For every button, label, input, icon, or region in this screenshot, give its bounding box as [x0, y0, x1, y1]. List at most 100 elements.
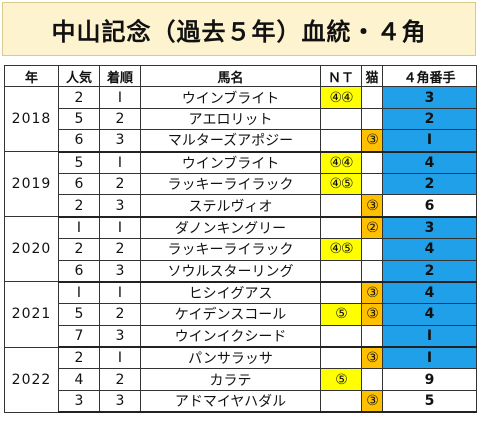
neko-cell: ②	[361, 216, 383, 240]
year-cell: 2021	[4, 281, 59, 348]
corner-position-cell: 4	[382, 303, 477, 326]
table-row: 4 2 カラテ ⑤ 9	[5, 368, 477, 391]
neko-cell: ③	[361, 129, 383, 153]
finish-cell: Ⅰ	[99, 346, 141, 370]
finish-cell: 3	[99, 389, 141, 414]
page-title: 中山記念（過去５年）血統・４角	[2, 2, 476, 56]
horse-name-cell: ラッキーライラック	[140, 172, 321, 196]
corner-position-cell: 9	[382, 368, 477, 391]
horse-name-cell: ケイデンスコール	[140, 303, 321, 326]
neko-cell	[361, 86, 383, 109]
corner-position-cell: 3	[382, 86, 477, 109]
header-popularity: 人気	[58, 64, 100, 88]
corner-position-cell: Ⅰ	[382, 346, 477, 370]
horse-name-cell: ヒシイグアス	[140, 281, 321, 305]
nt-cell	[320, 346, 362, 370]
header-neko: 猫	[361, 64, 383, 88]
corner-position-cell: 2	[382, 107, 477, 131]
header-finish: 着順	[99, 64, 141, 88]
neko-cell	[361, 324, 383, 349]
finish-cell: 2	[99, 303, 141, 326]
horse-name-cell: ステルヴィオ	[140, 194, 321, 218]
horse-name-cell: パンサラッサ	[140, 346, 321, 370]
neko-cell: ③	[361, 303, 383, 326]
header-corner: ４角番手	[382, 64, 477, 88]
horse-name-cell: ソウルスターリング	[140, 259, 321, 283]
table-row: 3 3 アドマイヤハダル ③ 5	[5, 389, 477, 414]
popularity-cell: 4	[58, 368, 100, 391]
table-row: 6 2 ラッキーライラック ④⑤ 2	[5, 172, 477, 196]
corner-position-cell: Ⅰ	[382, 129, 477, 153]
nt-cell: ④⑤	[320, 172, 362, 196]
popularity-cell: 3	[58, 389, 100, 414]
nt-cell	[320, 389, 362, 414]
popularity-cell: 2	[58, 238, 100, 261]
header-nt: ＮＴ	[320, 64, 362, 88]
table-row: 5 2 アエロリット 2	[5, 107, 477, 131]
finish-cell: 3	[99, 259, 141, 283]
horse-name-cell: ウインイクシード	[140, 324, 321, 349]
finish-cell: Ⅰ	[99, 281, 141, 305]
results-table: 年 人気 着順 馬名 ＮＴ 猫 ４角番手 2018 2 Ⅰ ウインブライト ④④ 3 5 2 ア…	[4, 64, 477, 414]
corner-position-cell: 4	[382, 238, 477, 261]
table-body: 2018 2 Ⅰ ウインブライト ④④ 3 5 2 アエロリット 2 6 3 マルターズアポジー ③ Ⅰ 20…	[4, 86, 477, 414]
nt-cell	[320, 259, 362, 283]
nt-cell	[320, 324, 362, 349]
neko-cell	[361, 368, 383, 391]
table-row: 2018 2 Ⅰ ウインブライト ④④ 3	[4, 86, 477, 153]
nt-cell: ④④	[320, 151, 362, 174]
corner-position-cell: Ⅰ	[382, 324, 477, 349]
header-horse: 馬名	[140, 64, 321, 88]
popularity-cell: 5	[58, 151, 100, 174]
nt-cell	[320, 194, 362, 218]
popularity-cell: Ⅰ	[58, 216, 100, 240]
popularity-cell: 7	[58, 324, 100, 349]
corner-position-cell: 2	[382, 259, 477, 283]
popularity-cell: Ⅰ	[58, 281, 100, 305]
popularity-cell: 2	[58, 346, 100, 370]
table-row: 7 3 ウインイクシード Ⅰ	[5, 324, 477, 349]
corner-position-cell: 4	[382, 281, 477, 305]
year-cell: 2018	[4, 86, 59, 153]
horse-name-cell: アエロリット	[140, 107, 321, 131]
finish-cell: 3	[99, 194, 141, 218]
popularity-cell: 2	[58, 194, 100, 218]
table-row: 2020 Ⅰ Ⅰ ダノンキングリー ② 3	[4, 216, 477, 283]
horse-name-cell: マルターズアポジー	[140, 129, 321, 153]
nt-cell: ⑤	[320, 303, 362, 326]
horse-name-cell: ウインブライト	[140, 151, 321, 174]
popularity-cell: 2	[58, 86, 100, 109]
neko-cell	[361, 238, 383, 261]
table-row: 2022 2 Ⅰ パンサラッサ ③ Ⅰ	[4, 346, 477, 413]
finish-cell: 2	[99, 238, 141, 261]
neko-cell	[361, 259, 383, 283]
table-row: 2 3 ステルヴィオ ③ 6	[5, 194, 477, 218]
neko-cell	[361, 151, 383, 174]
horse-name-cell: アドマイヤハダル	[140, 389, 321, 414]
neko-cell: ③	[361, 346, 383, 370]
horse-name-cell: カラテ	[140, 368, 321, 391]
table-row: 5 2 ケイデンスコール ⑤ ③ 4	[5, 303, 477, 326]
neko-cell: ③	[361, 281, 383, 305]
corner-position-cell: 3	[382, 216, 477, 240]
finish-cell: Ⅰ	[99, 86, 141, 109]
nt-cell	[320, 107, 362, 131]
corner-position-cell: 2	[382, 172, 477, 196]
year-cell: 2019	[4, 151, 59, 218]
corner-position-cell: 6	[382, 194, 477, 218]
neko-cell: ③	[361, 194, 383, 218]
finish-cell: 2	[99, 172, 141, 196]
popularity-cell: 6	[58, 259, 100, 283]
neko-cell	[361, 107, 383, 131]
nt-cell	[320, 129, 362, 153]
corner-position-cell: 4	[382, 151, 477, 174]
finish-cell: 3	[99, 324, 141, 349]
finish-cell: Ⅰ	[99, 151, 141, 174]
nt-cell: ④④	[320, 86, 362, 109]
finish-cell: 2	[99, 368, 141, 391]
finish-cell: 3	[99, 129, 141, 153]
table-row: 2 2 ラッキーライラック ④⑤ 4	[5, 238, 477, 261]
year-cell: 2020	[4, 216, 59, 283]
popularity-cell: 5	[58, 107, 100, 131]
popularity-cell: 6	[58, 129, 100, 153]
